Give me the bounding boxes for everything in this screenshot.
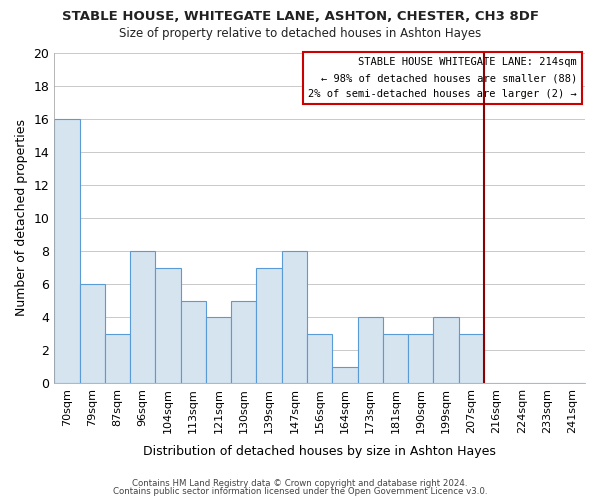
Text: Contains public sector information licensed under the Open Government Licence v3: Contains public sector information licen… [113,487,487,496]
Bar [231,300,256,384]
Bar [433,317,458,384]
Bar [256,268,282,384]
Bar [383,334,408,384]
Y-axis label: Number of detached properties: Number of detached properties [15,120,28,316]
Text: STABLE HOUSE, WHITEGATE LANE, ASHTON, CHESTER, CH3 8DF: STABLE HOUSE, WHITEGATE LANE, ASHTON, CH… [62,10,539,23]
Bar [358,317,383,384]
Text: Contains HM Land Registry data © Crown copyright and database right 2024.: Contains HM Land Registry data © Crown c… [132,478,468,488]
Bar [54,118,80,384]
Bar [155,268,181,384]
X-axis label: Distribution of detached houses by size in Ashton Hayes: Distribution of detached houses by size … [143,444,496,458]
Text: Size of property relative to detached houses in Ashton Hayes: Size of property relative to detached ho… [119,28,481,40]
Bar [332,367,358,384]
Bar [307,334,332,384]
Bar [105,334,130,384]
Bar [181,300,206,384]
Text: STABLE HOUSE WHITEGATE LANE: 214sqm
← 98% of detached houses are smaller (88)
2%: STABLE HOUSE WHITEGATE LANE: 214sqm ← 98… [308,58,577,98]
Bar [408,334,433,384]
Bar [80,284,105,384]
Bar [206,317,231,384]
Bar [282,251,307,384]
Bar [130,251,155,384]
Bar [458,334,484,384]
